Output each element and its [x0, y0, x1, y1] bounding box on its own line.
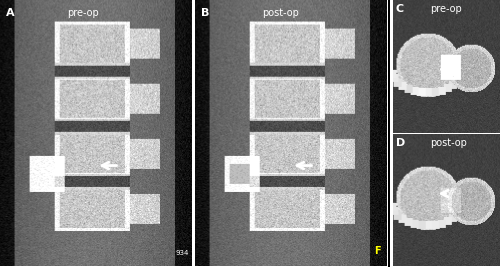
- Text: B: B: [201, 8, 209, 18]
- Text: A: A: [6, 8, 14, 18]
- Text: F: F: [374, 246, 381, 256]
- Text: pre-op: pre-op: [430, 4, 462, 14]
- Text: D: D: [396, 138, 405, 147]
- Text: pre-op: pre-op: [68, 8, 99, 18]
- Text: post-op: post-op: [262, 8, 299, 18]
- Text: C: C: [396, 4, 404, 14]
- Text: 934: 934: [175, 250, 188, 256]
- Text: post-op: post-op: [430, 138, 467, 147]
